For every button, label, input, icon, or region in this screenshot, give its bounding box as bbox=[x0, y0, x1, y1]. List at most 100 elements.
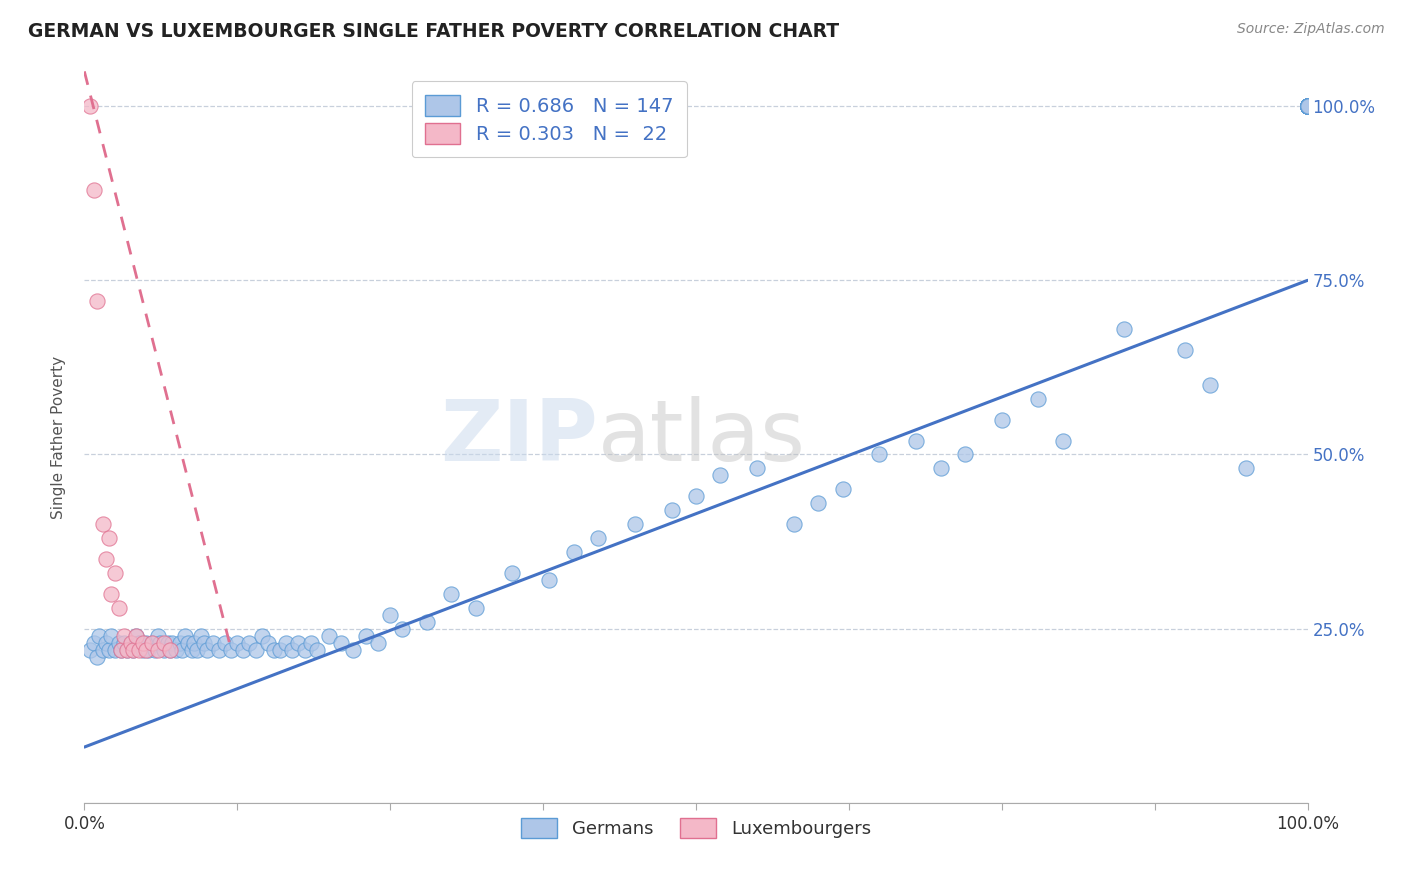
Point bbox=[281, 642, 304, 657]
Point bbox=[125, 629, 148, 643]
Point bbox=[305, 642, 328, 657]
Point bbox=[1198, 377, 1220, 392]
Point bbox=[143, 642, 166, 657]
Text: GERMAN VS LUXEMBOURGER SINGLE FATHER POVERTY CORRELATION CHART: GERMAN VS LUXEMBOURGER SINGLE FATHER POV… bbox=[28, 22, 839, 41]
Point bbox=[97, 531, 120, 545]
Point bbox=[1296, 99, 1319, 113]
Point bbox=[156, 635, 179, 649]
Point bbox=[1296, 99, 1319, 113]
Point bbox=[1296, 99, 1319, 113]
Point bbox=[263, 642, 285, 657]
Point bbox=[149, 635, 172, 649]
Point bbox=[110, 642, 132, 657]
Point bbox=[104, 566, 127, 580]
Point bbox=[162, 635, 184, 649]
Text: ZIP: ZIP bbox=[440, 395, 598, 479]
Point bbox=[214, 635, 236, 649]
Point bbox=[869, 448, 891, 462]
Point bbox=[1296, 99, 1319, 113]
Point bbox=[1296, 99, 1319, 113]
Point bbox=[1296, 99, 1319, 113]
Point bbox=[120, 635, 142, 649]
Point bbox=[1296, 99, 1319, 113]
Point bbox=[1296, 99, 1319, 113]
Point bbox=[807, 496, 830, 510]
Point bbox=[122, 642, 145, 657]
Point bbox=[245, 642, 267, 657]
Point bbox=[354, 629, 377, 643]
Point bbox=[177, 635, 200, 649]
Point bbox=[330, 635, 353, 649]
Point bbox=[238, 635, 260, 649]
Point bbox=[110, 642, 132, 657]
Point bbox=[100, 629, 122, 643]
Point bbox=[1296, 99, 1319, 113]
Point bbox=[183, 635, 205, 649]
Point bbox=[125, 629, 148, 643]
Point bbox=[1296, 99, 1319, 113]
Point bbox=[141, 635, 163, 649]
Point bbox=[991, 412, 1014, 426]
Point bbox=[172, 642, 194, 657]
Point bbox=[287, 635, 309, 649]
Point bbox=[257, 635, 280, 649]
Point bbox=[1296, 99, 1319, 113]
Point bbox=[128, 635, 150, 649]
Point bbox=[208, 642, 231, 657]
Point bbox=[96, 635, 118, 649]
Point bbox=[1296, 99, 1319, 113]
Point bbox=[165, 642, 187, 657]
Point bbox=[464, 600, 486, 615]
Point bbox=[440, 587, 463, 601]
Point bbox=[1296, 99, 1319, 113]
Point bbox=[86, 649, 108, 664]
Point bbox=[1296, 99, 1319, 113]
Point bbox=[1296, 99, 1319, 113]
Point bbox=[1296, 99, 1319, 113]
Point bbox=[83, 183, 105, 197]
Point bbox=[96, 552, 118, 566]
Point bbox=[380, 607, 402, 622]
Point bbox=[83, 635, 105, 649]
Point bbox=[1296, 99, 1319, 113]
Point bbox=[1296, 99, 1319, 113]
Point bbox=[1296, 99, 1319, 113]
Point bbox=[1296, 99, 1319, 113]
Point bbox=[141, 635, 163, 649]
Point bbox=[250, 629, 273, 643]
Point bbox=[1296, 99, 1319, 113]
Point bbox=[186, 642, 208, 657]
Point bbox=[1296, 99, 1319, 113]
Point bbox=[1296, 99, 1319, 113]
Point bbox=[100, 587, 122, 601]
Point bbox=[132, 642, 155, 657]
Point bbox=[1296, 99, 1319, 113]
Point bbox=[1296, 99, 1319, 113]
Point bbox=[79, 99, 101, 113]
Point bbox=[276, 635, 298, 649]
Point bbox=[159, 642, 181, 657]
Point bbox=[1296, 99, 1319, 113]
Point bbox=[1114, 322, 1136, 336]
Point bbox=[79, 642, 101, 657]
Point bbox=[232, 642, 254, 657]
Point bbox=[1296, 99, 1319, 113]
Point bbox=[128, 642, 150, 657]
Y-axis label: Single Father Poverty: Single Father Poverty bbox=[51, 356, 66, 518]
Point bbox=[391, 622, 413, 636]
Point bbox=[1028, 392, 1050, 406]
Point bbox=[299, 635, 322, 649]
Point bbox=[1296, 99, 1319, 113]
Point bbox=[115, 642, 138, 657]
Point bbox=[953, 448, 976, 462]
Point bbox=[929, 461, 952, 475]
Point bbox=[367, 635, 389, 649]
Point bbox=[342, 642, 364, 657]
Point bbox=[1296, 99, 1319, 113]
Point bbox=[318, 629, 340, 643]
Point bbox=[173, 629, 195, 643]
Point bbox=[1296, 99, 1319, 113]
Point bbox=[181, 642, 204, 657]
Point bbox=[661, 503, 683, 517]
Point bbox=[169, 635, 191, 649]
